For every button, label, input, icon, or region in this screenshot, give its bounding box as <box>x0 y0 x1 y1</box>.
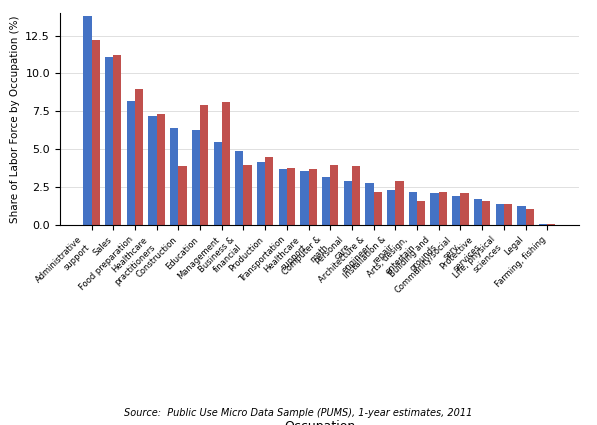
Bar <box>474 199 482 225</box>
Bar <box>517 206 525 225</box>
Bar <box>149 116 156 225</box>
Bar <box>365 183 374 225</box>
Bar <box>482 201 490 225</box>
Bar <box>127 101 135 225</box>
Bar <box>135 89 143 225</box>
Bar <box>309 169 317 225</box>
Bar <box>322 177 330 225</box>
Bar <box>547 224 555 225</box>
Bar <box>91 40 100 225</box>
Bar <box>395 181 404 225</box>
Bar <box>496 204 504 225</box>
Bar <box>257 162 265 225</box>
Bar <box>105 57 113 225</box>
Bar <box>430 193 439 225</box>
Bar <box>170 128 179 225</box>
Bar <box>279 169 287 225</box>
Bar <box>214 142 221 225</box>
Bar <box>460 193 469 225</box>
Bar <box>539 224 547 225</box>
Bar <box>265 157 273 225</box>
Bar <box>244 164 252 225</box>
Bar <box>330 164 338 225</box>
Bar <box>113 55 122 225</box>
Bar <box>452 196 460 225</box>
Bar <box>374 192 382 225</box>
Bar <box>200 105 208 225</box>
Bar <box>504 204 512 225</box>
Bar <box>235 151 244 225</box>
Bar <box>221 102 230 225</box>
Bar <box>192 130 200 225</box>
Bar <box>344 181 352 225</box>
X-axis label: Occupation: Occupation <box>284 420 355 425</box>
Bar <box>525 209 534 225</box>
Y-axis label: Share of Labor Force by Occupation (%): Share of Labor Force by Occupation (%) <box>10 15 20 223</box>
Bar <box>409 192 417 225</box>
Bar <box>300 170 309 225</box>
Bar <box>352 166 360 225</box>
Bar <box>84 16 91 225</box>
Bar <box>179 166 187 225</box>
Bar <box>417 201 425 225</box>
Bar <box>287 167 295 225</box>
Text: Source:  Public Use Micro Data Sample (PUMS), 1-year estimates, 2011: Source: Public Use Micro Data Sample (PU… <box>124 408 473 419</box>
Bar <box>439 192 447 225</box>
Bar <box>156 114 165 225</box>
Bar <box>387 190 395 225</box>
